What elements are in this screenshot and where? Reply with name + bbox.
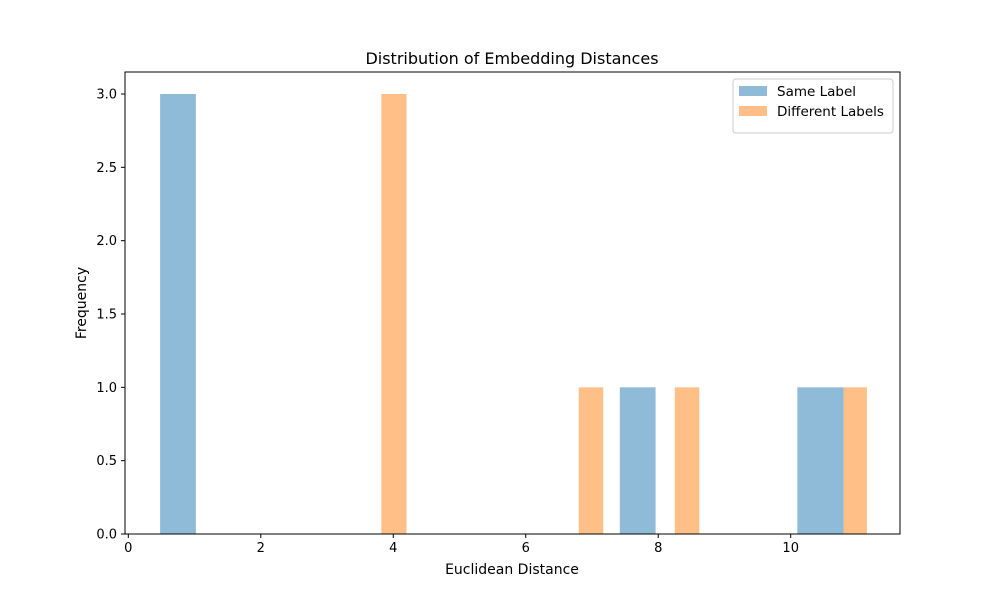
legend: Same Label Different Labels bbox=[732, 78, 894, 134]
x-tick-label: 8 bbox=[654, 541, 662, 556]
x-tick-label: 6 bbox=[522, 541, 530, 556]
y-tick-label: 2.5 bbox=[96, 161, 117, 176]
legend-label: Same Label bbox=[777, 84, 856, 100]
y-tick-label: 2.0 bbox=[96, 234, 117, 249]
bar-series-0-bin-2 bbox=[797, 387, 844, 534]
x-axis: 0 2 4 6 8 10 bbox=[124, 534, 799, 556]
x-tick-label: 2 bbox=[257, 541, 265, 556]
y-axis: 0.0 0.5 1.0 1.5 2.0 2.5 3.0 bbox=[96, 88, 125, 543]
y-tick-label: 3.0 bbox=[96, 88, 117, 103]
bar-series-0-bin-0 bbox=[160, 94, 196, 534]
y-tick-label: 0.5 bbox=[96, 454, 117, 469]
plot-frame bbox=[124, 71, 901, 535]
bar-series-1-bin-1 bbox=[578, 387, 604, 534]
x-tick-label: 10 bbox=[782, 541, 799, 556]
bar-series-1-bin-3 bbox=[843, 387, 867, 534]
bar-series-1-bin-2 bbox=[674, 387, 700, 534]
chart-title: Distribution of Embedding Distances bbox=[365, 49, 658, 68]
legend-label: Different Labels bbox=[777, 104, 884, 120]
y-tick-label: 1.0 bbox=[96, 381, 117, 396]
y-axis-label: Frequency bbox=[74, 267, 90, 339]
x-axis-label: Euclidean Distance bbox=[445, 562, 579, 578]
x-tick-label: 4 bbox=[389, 541, 397, 556]
y-tick-label: 0.0 bbox=[96, 528, 117, 543]
bar-series-0-bin-1 bbox=[619, 387, 656, 534]
x-tick-label: 0 bbox=[124, 541, 132, 556]
legend-box bbox=[732, 78, 894, 134]
bar-series-1-bin-0 bbox=[381, 94, 407, 534]
bars-layer bbox=[160, 94, 867, 534]
legend-swatch bbox=[739, 106, 767, 116]
legend-swatch bbox=[739, 86, 767, 96]
y-tick-label: 1.5 bbox=[96, 308, 117, 323]
